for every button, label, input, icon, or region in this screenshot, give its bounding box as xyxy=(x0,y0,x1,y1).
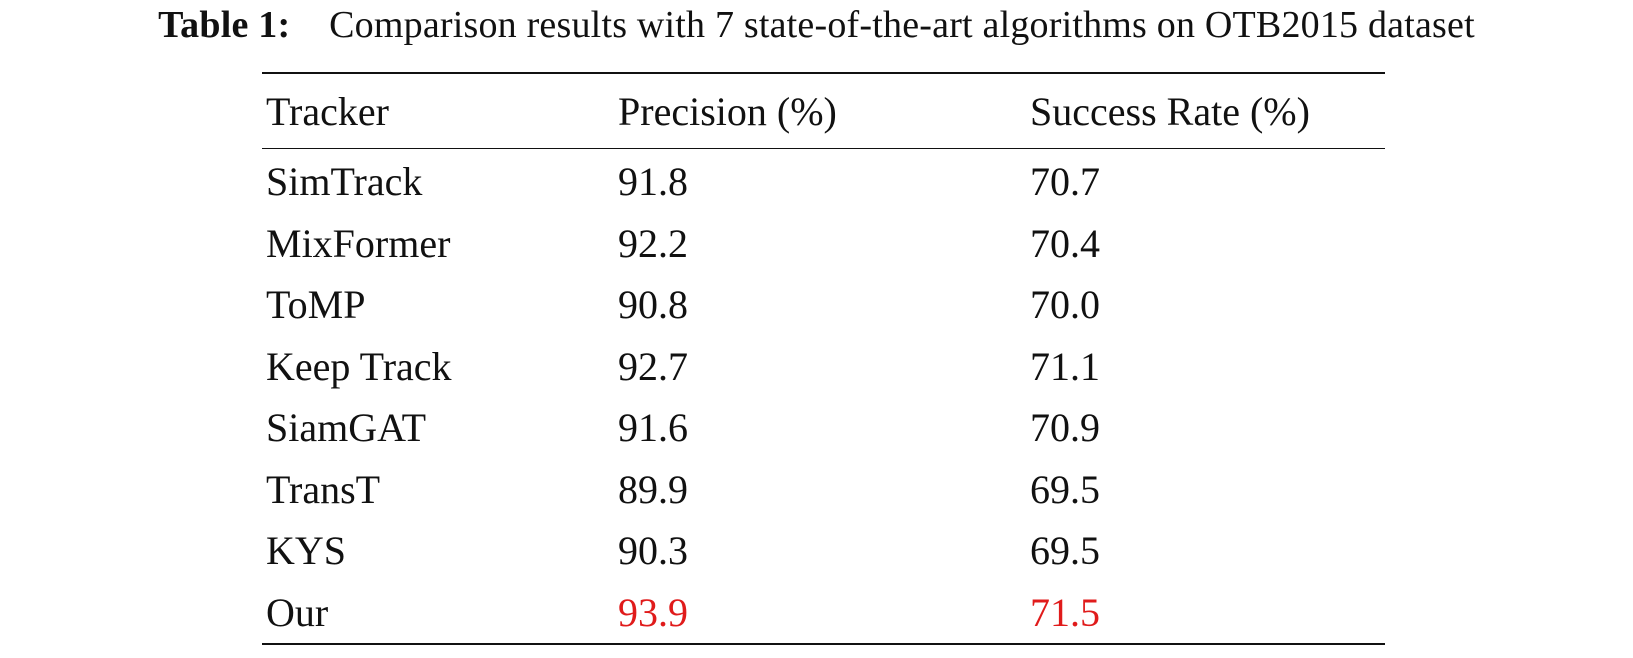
precision-value: 91.8 xyxy=(618,159,688,205)
header-tracker: Tracker xyxy=(262,73,614,149)
results-table: Tracker Precision (%) Success Rate (%) S… xyxy=(262,72,1385,645)
tracker-name: MixFormer xyxy=(266,220,451,266)
tracker-name: TransT xyxy=(266,466,381,512)
success-rate-value: 70.0 xyxy=(1030,282,1100,328)
table-row: TransT 89.9 69.5 xyxy=(262,459,1385,521)
success-rate-value: 69.5 xyxy=(1030,528,1100,574)
table-header-row: Tracker Precision (%) Success Rate (%) xyxy=(262,73,1385,149)
header-precision: Precision (%) xyxy=(614,73,1026,149)
tracker-name: KYS xyxy=(266,528,347,574)
table-row: MixFormer 92.2 70.4 xyxy=(262,213,1385,275)
caption-text: Comparison results with 7 state-of-the-a… xyxy=(329,4,1475,46)
precision-value: 91.6 xyxy=(618,405,688,451)
table-caption: Table 1: Comparison results with 7 state… xyxy=(0,2,1633,48)
results-table-container: Tracker Precision (%) Success Rate (%) S… xyxy=(262,72,1385,645)
precision-value: 90.8 xyxy=(618,282,688,328)
table-row: SiamGAT 91.6 70.9 xyxy=(262,397,1385,459)
table-row: ToMP 90.8 70.0 xyxy=(262,274,1385,336)
success-rate-value: 70.7 xyxy=(1030,159,1100,205)
header-success-rate: Success Rate (%) xyxy=(1026,73,1385,149)
table-row: SimTrack 91.8 70.7 xyxy=(262,149,1385,213)
success-rate-value: 70.9 xyxy=(1030,405,1100,451)
table-row: Keep Track 92.7 71.1 xyxy=(262,336,1385,398)
success-rate-value: 69.5 xyxy=(1030,466,1100,512)
tracker-name: SiamGAT xyxy=(266,405,426,451)
precision-value: 90.3 xyxy=(618,528,688,574)
success-rate-value: 70.4 xyxy=(1030,220,1100,266)
precision-value: 92.7 xyxy=(618,343,688,389)
tracker-name: Keep Track xyxy=(266,343,452,389)
precision-value: 89.9 xyxy=(618,466,688,512)
success-rate-value-highlight: 71.5 xyxy=(1026,581,1385,645)
tracker-name: SimTrack xyxy=(266,159,423,205)
tracker-name: Our xyxy=(262,581,614,645)
tracker-name: ToMP xyxy=(266,282,366,328)
table-row: KYS 90.3 69.5 xyxy=(262,520,1385,582)
caption-spacer xyxy=(300,4,319,46)
table-row-ours: Our 93.9 71.5 xyxy=(262,581,1385,645)
caption-label: Table 1: xyxy=(158,4,291,46)
success-rate-value: 71.1 xyxy=(1030,343,1100,389)
precision-value: 92.2 xyxy=(618,220,688,266)
precision-value-highlight: 93.9 xyxy=(614,581,1026,645)
